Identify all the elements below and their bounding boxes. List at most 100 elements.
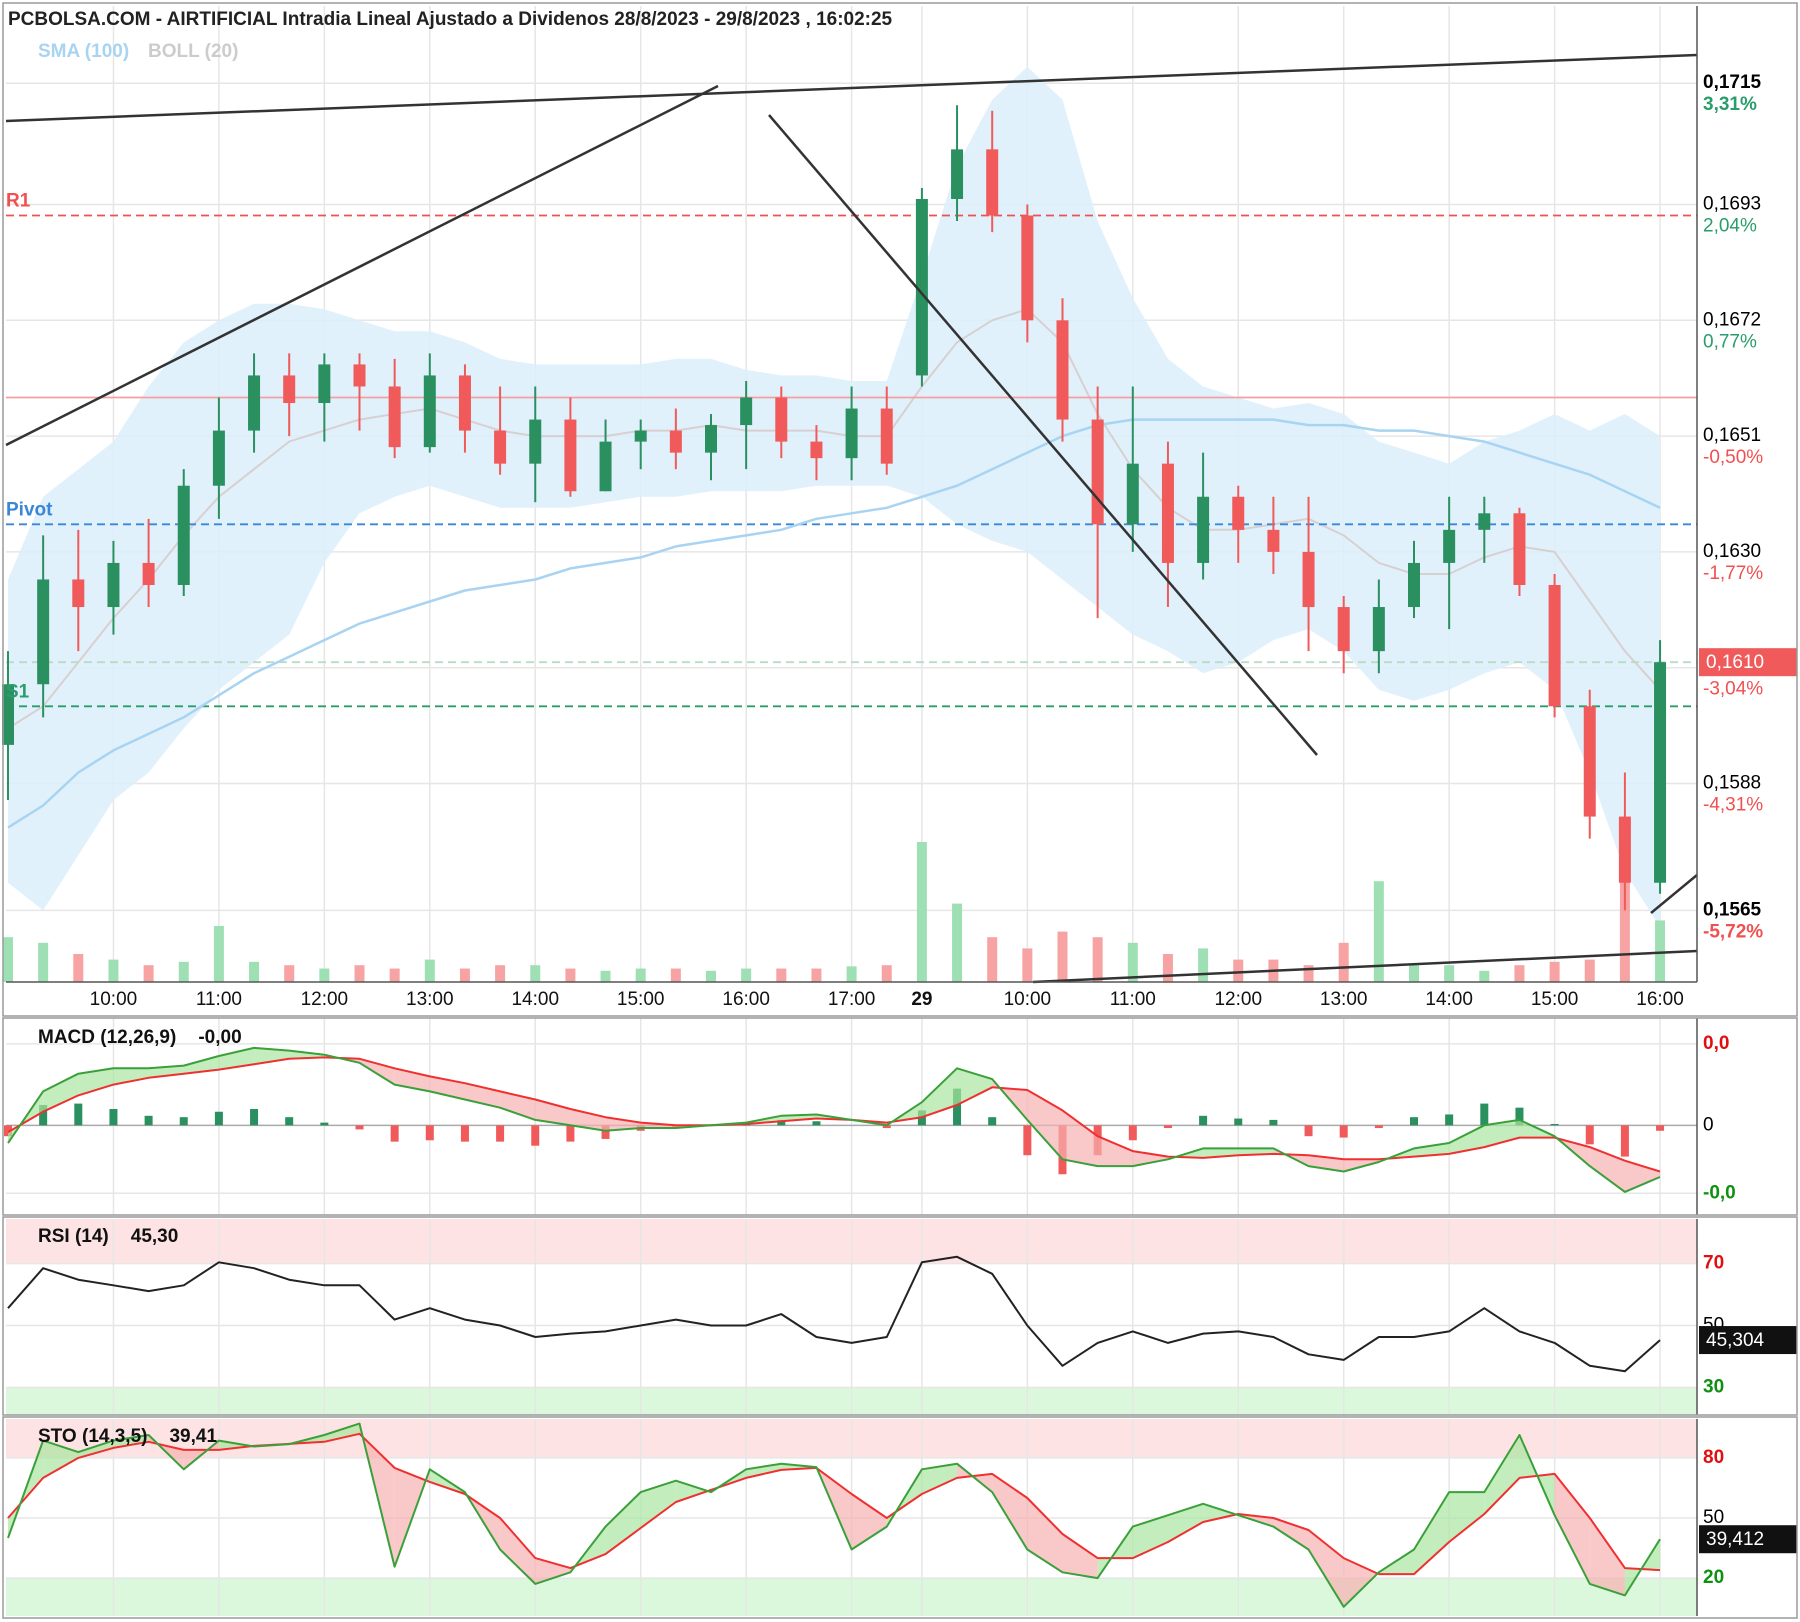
crossover-fill bbox=[113, 1068, 149, 1085]
y-tick-label: 0 bbox=[1703, 1114, 1714, 1135]
candle-body bbox=[353, 364, 366, 387]
candle-body bbox=[1161, 463, 1174, 563]
last-value-box bbox=[1699, 1525, 1797, 1554]
trend-line bbox=[768, 114, 1318, 756]
candle-body bbox=[986, 149, 999, 216]
volume-bar bbox=[284, 965, 295, 982]
volume-bar bbox=[213, 926, 224, 982]
crossover-fill bbox=[1484, 1119, 1520, 1148]
crossover-fill bbox=[1589, 1518, 1625, 1596]
crossover-fill bbox=[113, 1435, 149, 1448]
x-tick-label: 11:00 bbox=[1110, 989, 1156, 1010]
y-tick-percent: 3,31% bbox=[1703, 94, 1757, 115]
y-tick-label: 0,1651 bbox=[1703, 425, 1761, 446]
volume-bar bbox=[1092, 937, 1103, 982]
crossover-fill bbox=[1554, 1473, 1590, 1584]
crossover-fill bbox=[1062, 1110, 1098, 1167]
histogram-bar bbox=[1128, 1125, 1137, 1141]
crossover-fill bbox=[500, 1091, 536, 1120]
crossover-fill bbox=[1449, 1125, 1485, 1154]
x-tick-label: 15:00 bbox=[617, 989, 665, 1010]
histogram-bar bbox=[214, 1111, 223, 1126]
panel-frame bbox=[2, 2, 1798, 1017]
panel-title: STO (14,3,5) bbox=[38, 1426, 147, 1447]
histogram-bar bbox=[988, 1117, 997, 1126]
candle-body bbox=[705, 425, 717, 453]
volume-bar bbox=[1233, 959, 1244, 982]
crossover-fill bbox=[605, 1117, 641, 1131]
crossover-fill bbox=[324, 1423, 360, 1442]
rsi-line bbox=[7, 1255, 1661, 1373]
crossover-fill bbox=[1414, 1492, 1450, 1575]
crossover-fill bbox=[1308, 1530, 1344, 1607]
x-tick-label: 14:00 bbox=[511, 989, 559, 1010]
y-tick-percent: 0,77% bbox=[1703, 331, 1757, 352]
histogram-bar bbox=[1304, 1125, 1313, 1137]
crossover-fill bbox=[1132, 1515, 1168, 1559]
volume-bar bbox=[530, 965, 541, 982]
histogram-bar bbox=[1515, 1107, 1524, 1126]
crossover-fill bbox=[78, 1440, 114, 1458]
x-tick-label: 16:00 bbox=[722, 989, 770, 1010]
volume-bar bbox=[741, 968, 752, 982]
volume-bar bbox=[1584, 959, 1595, 982]
x-tick-label: 12:00 bbox=[1214, 989, 1262, 1010]
histogram-bar bbox=[496, 1125, 505, 1142]
volume-bar bbox=[1162, 954, 1173, 982]
macd-line bbox=[7, 1046, 1661, 1193]
histogram-bar bbox=[250, 1109, 259, 1126]
volume-bar bbox=[1444, 965, 1455, 982]
candle-body bbox=[775, 397, 788, 442]
candle-body bbox=[1478, 513, 1491, 530]
candle-body bbox=[1372, 607, 1385, 652]
bollinger-band bbox=[8, 66, 1660, 927]
panel-value: 45,30 bbox=[131, 1226, 179, 1247]
bollinger-middle bbox=[7, 308, 1661, 730]
volume-bar bbox=[3, 937, 13, 982]
candle-body bbox=[529, 419, 542, 464]
crossover-fill bbox=[535, 1099, 571, 1126]
histogram-bar bbox=[566, 1125, 575, 1142]
volume-bar bbox=[178, 961, 189, 982]
volume-bar bbox=[1514, 965, 1525, 982]
volume-bar bbox=[1127, 942, 1138, 982]
crossover-fill bbox=[1484, 1435, 1520, 1514]
trend-lines bbox=[5, 53, 1698, 984]
histogram-bar bbox=[179, 1117, 188, 1126]
volume-bar bbox=[706, 970, 716, 982]
volume-bar bbox=[776, 968, 787, 982]
x-tick-label: 13:00 bbox=[1320, 989, 1368, 1010]
candle-body bbox=[810, 441, 823, 459]
histogram-bar bbox=[1480, 1103, 1489, 1126]
volume-bar bbox=[1619, 847, 1630, 982]
y-tick-percent: 2,04% bbox=[1703, 216, 1757, 237]
crossover-fill bbox=[851, 1493, 887, 1550]
x-tick-label: 29 bbox=[911, 989, 932, 1010]
candle-body bbox=[1021, 215, 1034, 321]
candle-body bbox=[177, 485, 190, 585]
histogram-bar bbox=[425, 1125, 434, 1141]
crossover-fill bbox=[1449, 1492, 1485, 1543]
volume-bar bbox=[952, 903, 963, 982]
candle-body bbox=[494, 430, 507, 464]
candle-body bbox=[599, 441, 612, 492]
volume-bar bbox=[1198, 948, 1209, 982]
candle-body bbox=[1408, 562, 1420, 608]
volume-bar bbox=[319, 968, 330, 982]
crossover-fill bbox=[921, 1463, 958, 1494]
volume-bar bbox=[846, 966, 857, 982]
y-tick-percent: -3,04% bbox=[1703, 679, 1763, 700]
panel-value: 39,41 bbox=[169, 1426, 217, 1447]
crossover-fill bbox=[640, 1480, 676, 1529]
histogram-bar bbox=[460, 1125, 469, 1142]
candle-body bbox=[142, 562, 155, 585]
y-tick-label: 50 bbox=[1703, 1507, 1724, 1528]
histogram-bar bbox=[882, 1125, 891, 1129]
histogram-bar bbox=[953, 1088, 962, 1126]
x-tick-label: 14:00 bbox=[1425, 989, 1473, 1010]
volume-bar bbox=[916, 842, 927, 982]
plot-layer bbox=[2, 6, 1697, 1616]
volume-bar bbox=[565, 968, 576, 982]
panel-value: -0,00 bbox=[198, 1027, 241, 1048]
